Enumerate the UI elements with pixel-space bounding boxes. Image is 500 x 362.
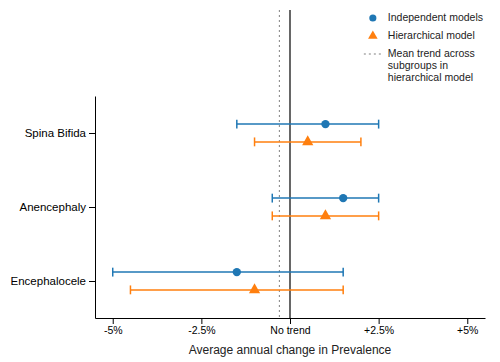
error-cap	[378, 120, 380, 129]
error-bar	[272, 197, 378, 199]
series	[113, 120, 379, 277]
legend-symbol	[364, 53, 382, 54]
point	[302, 135, 313, 145]
legend-label-line: Independent models	[388, 11, 483, 23]
x-axis: -5% -2.5% No trend +2.5% +5%	[96, 318, 486, 336]
point	[233, 268, 241, 276]
point	[339, 194, 347, 202]
y-tick-label: Encephalocele	[11, 275, 86, 287]
legend-label-line: Mean trend across	[388, 47, 475, 59]
x-tick-label: -5%	[104, 324, 123, 336]
legend-entry: Mean trend acrosssubgroups inhierarchica…	[364, 47, 475, 83]
legend-label: Hierarchical model	[388, 29, 475, 41]
x-tick-mark	[201, 318, 202, 324]
legend-label-line: subgroups in	[388, 59, 448, 71]
x-tick-label: +2.5%	[364, 324, 394, 336]
legend-symbol	[369, 14, 376, 21]
series	[130, 135, 378, 294]
y-tick-label: Spina Bifida	[25, 127, 87, 139]
x-tick-label: No trend	[270, 324, 310, 336]
y-tick-mark	[89, 281, 95, 282]
y-tick: Spina Bifida	[25, 127, 95, 139]
x-tick: No trend	[270, 318, 310, 336]
error-bar	[113, 271, 343, 273]
error-cap	[378, 194, 380, 203]
error-bar	[130, 289, 343, 291]
x-tick-mark	[379, 318, 380, 324]
x-tick-mark	[113, 318, 114, 324]
y-tick: Anencephaly	[20, 201, 96, 213]
error-cap	[272, 194, 274, 203]
legend-entry: Independent models	[369, 11, 483, 23]
chart: Independent models Hierarchical model Mean…	[0, 0, 500, 362]
y-tick-mark	[89, 133, 95, 134]
error-cap	[342, 285, 344, 294]
legend-label-line: Hierarchical model	[388, 29, 475, 41]
x-tick: -2.5%	[188, 318, 215, 336]
x-tick-mark	[467, 318, 468, 324]
point	[249, 283, 260, 293]
point	[320, 209, 331, 219]
legend: Independent models Hierarchical model Mean…	[364, 11, 483, 83]
error-cap	[378, 211, 380, 220]
error-cap	[130, 285, 132, 294]
y-axis: Spina Bifida Anencephaly Encephalocele	[11, 97, 96, 319]
x-tick-mark	[290, 318, 291, 324]
x-tick: -5%	[104, 318, 123, 336]
legend-label: Independent models	[388, 11, 483, 23]
error-cap	[342, 268, 344, 277]
x-axis-title: Average annual change in Prevalence	[189, 343, 392, 357]
legend-entry: Hierarchical model	[368, 29, 475, 41]
error-cap	[272, 211, 274, 220]
x-tick-label: -2.5%	[188, 324, 215, 336]
y-tick: Encephalocele	[11, 275, 95, 287]
x-tick-label: +5%	[457, 324, 478, 336]
error-bar	[237, 123, 379, 125]
x-tick: +5%	[457, 318, 478, 336]
legend-label-line: hierarchical model	[388, 71, 473, 83]
y-tick-label: Anencephaly	[20, 201, 87, 213]
error-cap	[236, 120, 238, 129]
y-axis-line	[95, 97, 96, 319]
legend-symbol	[368, 30, 378, 38]
error-cap	[112, 268, 114, 277]
plot-area	[113, 10, 379, 318]
point	[321, 120, 329, 128]
y-tick-mark	[89, 207, 95, 208]
legend-label: Mean trend acrosssubgroups inhierarchica…	[388, 47, 475, 83]
x-tick: +2.5%	[364, 318, 394, 336]
error-cap	[360, 137, 362, 146]
error-cap	[254, 137, 256, 146]
